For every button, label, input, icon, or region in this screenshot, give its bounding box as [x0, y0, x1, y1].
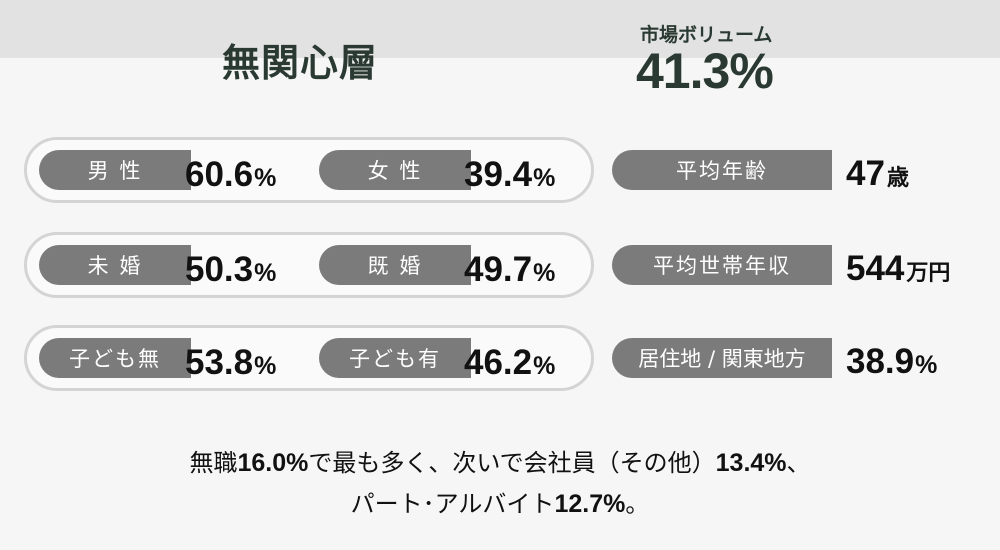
children-yes-label: 子ども有: [319, 338, 471, 378]
children-yes-value: 46.2%: [464, 343, 556, 382]
market-volume-value: 41.3%: [636, 43, 774, 99]
average-income-label: 平均世帯年収: [612, 245, 832, 285]
residence-value: 38.9%: [846, 342, 938, 381]
children-none-value: 53.8%: [185, 343, 277, 382]
segment-title: 無関心層: [222, 41, 379, 85]
gender-male-label: 男 性: [39, 150, 191, 190]
marital-single-label: 未 婚: [39, 245, 191, 285]
marital-married-value: 49.7%: [464, 250, 556, 289]
average-age-label: 平均年齢: [612, 150, 832, 190]
demographic-row-gender: 男 性 60.6% 女 性 39.4%: [24, 137, 594, 203]
average-income-value: 544万円: [846, 249, 951, 288]
marital-married-label: 既 婚: [319, 245, 471, 285]
children-none-label: 子ども無: [39, 338, 191, 378]
residence-label: 居住地 / 関東地方: [612, 338, 832, 378]
market-volume-label: 市場ボリューム: [640, 24, 773, 46]
demographic-row-children: 子ども無 53.8% 子ども有 46.2%: [24, 325, 594, 391]
demographic-row-marital: 未 婚 50.3% 既 婚 49.7%: [24, 232, 594, 298]
marital-single-value: 50.3%: [185, 250, 277, 289]
occupation-line-1: 無職16.0%で最も多く、次いで会社員（その他）13.4%、: [189, 449, 811, 477]
gender-male-value: 60.6%: [185, 155, 277, 194]
average-age-value: 47歳: [846, 154, 909, 193]
header-band: [0, 0, 1000, 58]
gender-female-label: 女 性: [319, 150, 471, 190]
occupation-line-2: パート･アルバイト12.7%。: [350, 490, 650, 518]
gender-female-value: 39.4%: [464, 155, 556, 194]
